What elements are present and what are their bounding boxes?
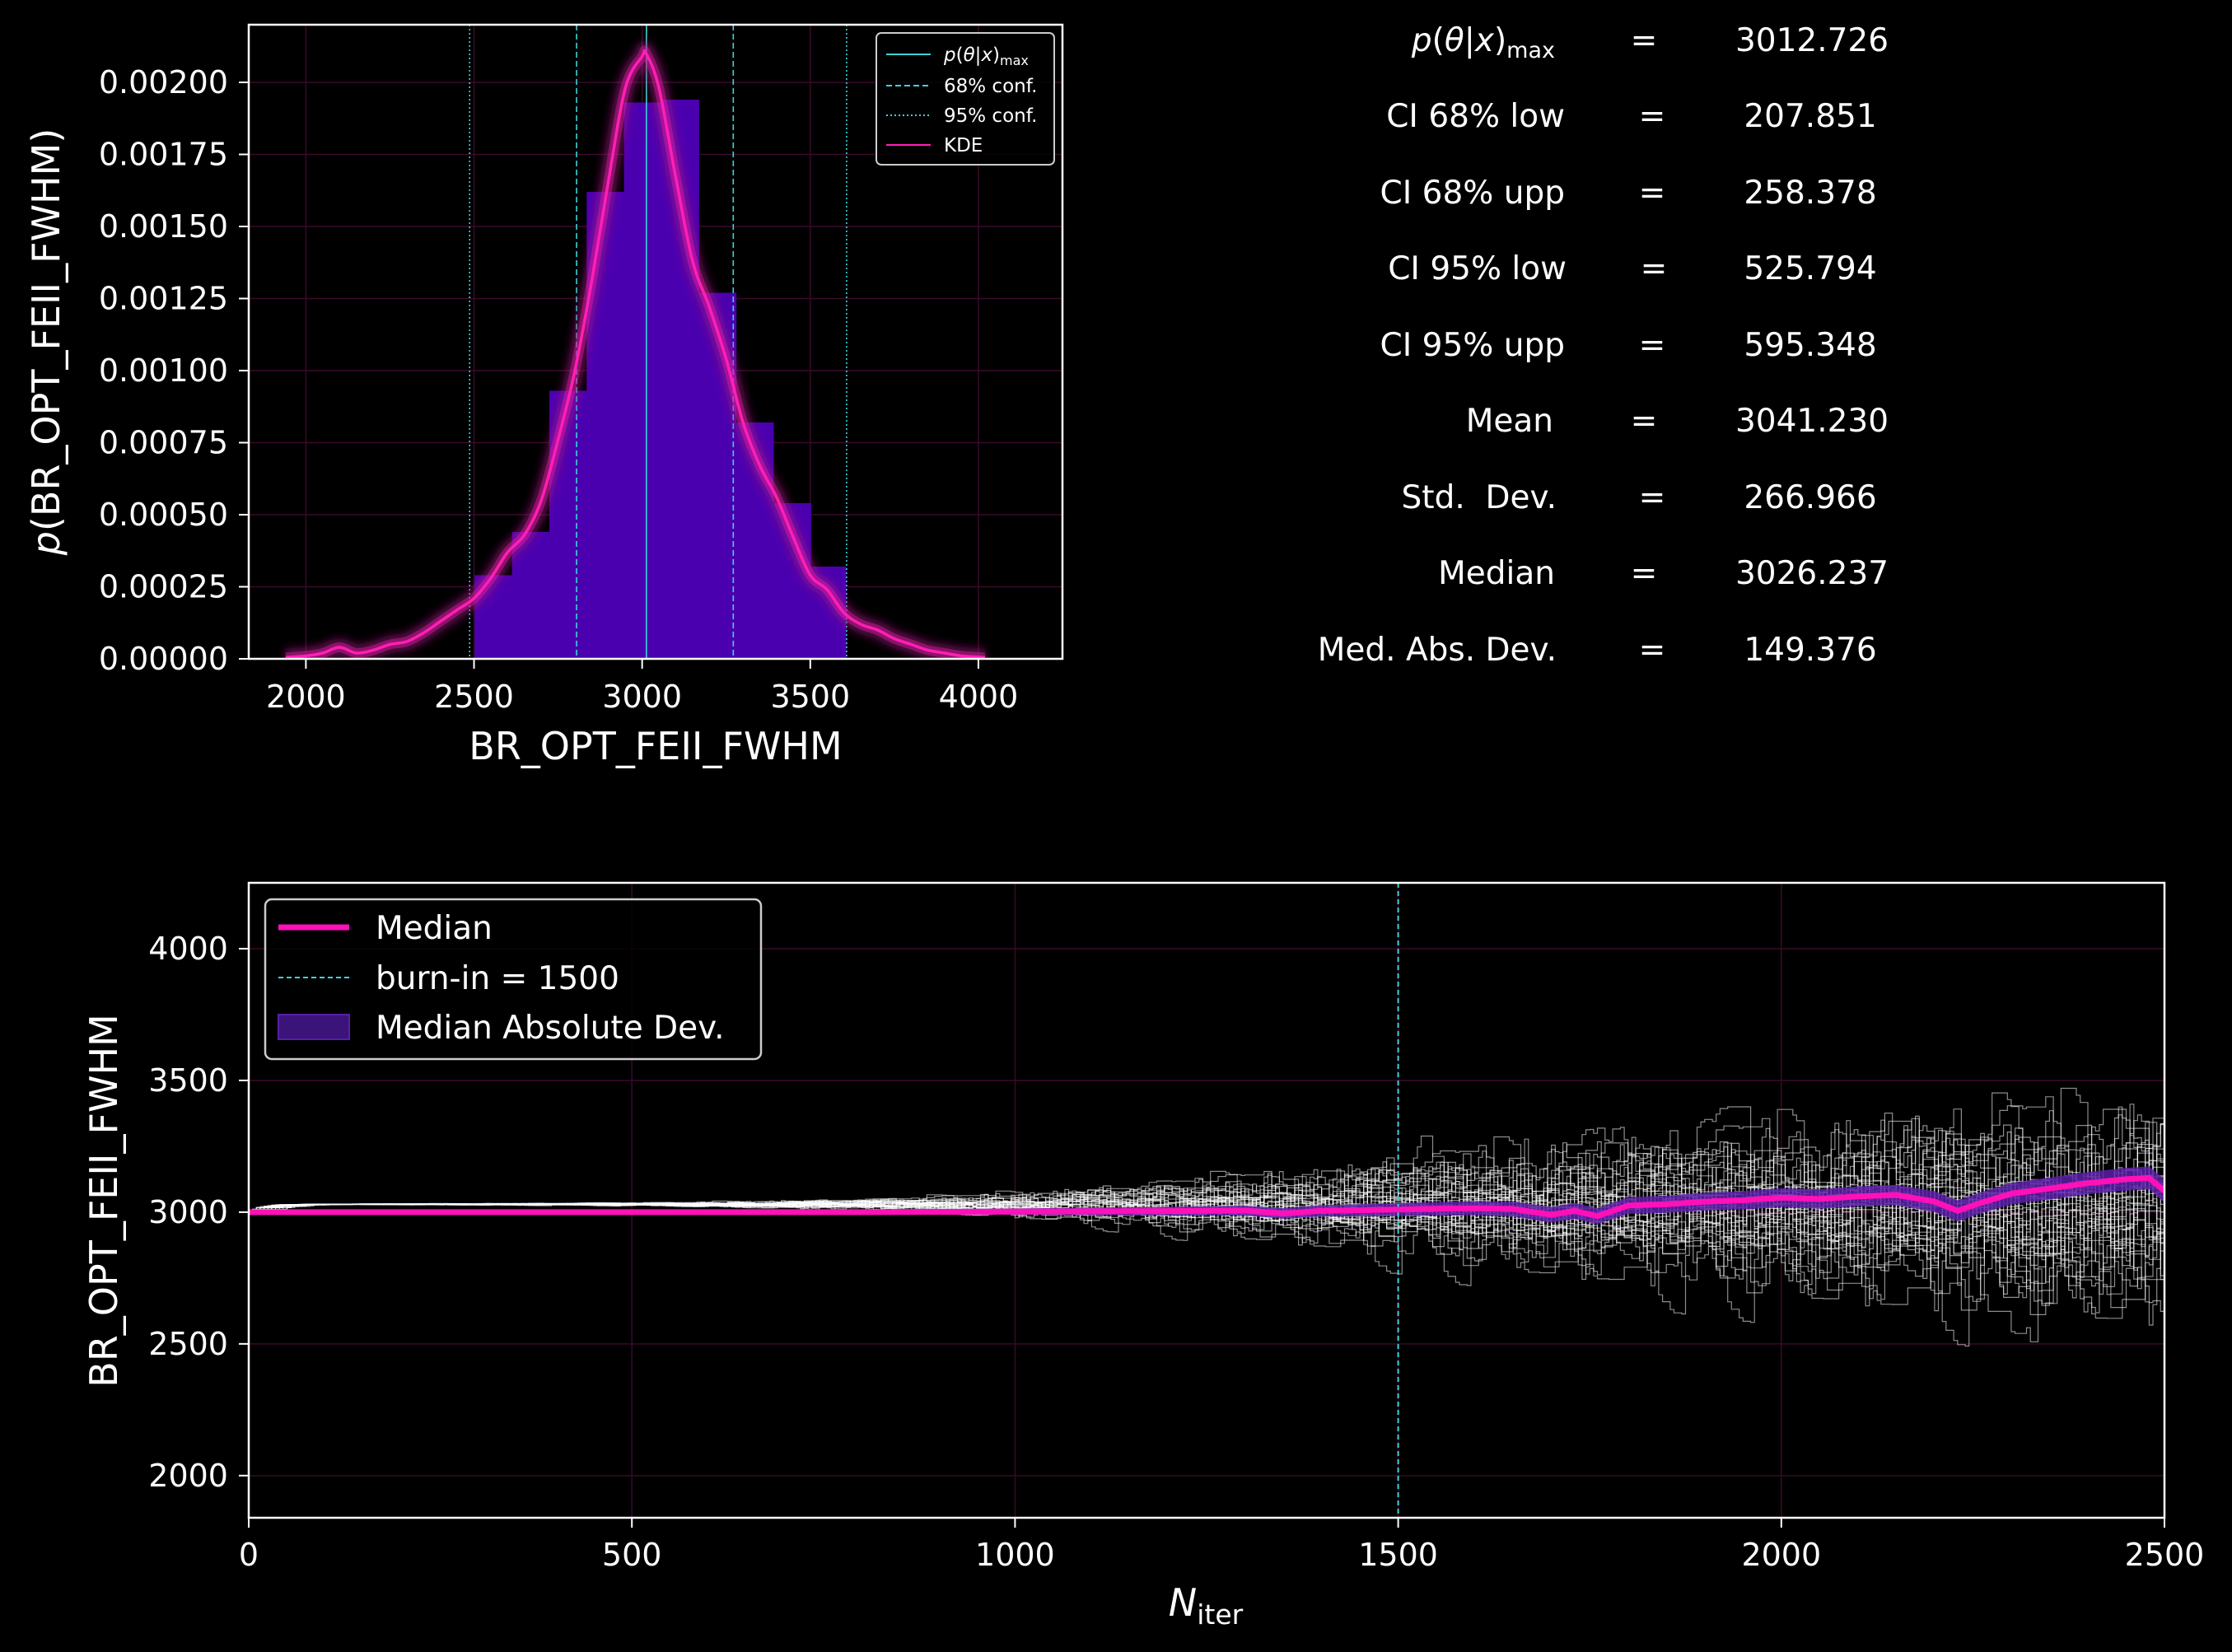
- x-tick-label: 3500: [770, 679, 850, 715]
- x-tick-label: 2000: [266, 679, 346, 715]
- stat-equals: =: [1639, 632, 1666, 669]
- histogram-bar: [623, 102, 662, 659]
- trace-x-ticks: 0 500 1000 1500 2000 2500: [239, 1518, 2204, 1573]
- trace-legend-frame: [264, 898, 763, 1061]
- stat-value-mean: 3041.230: [1735, 403, 1889, 440]
- kde-line: [285, 49, 986, 659]
- stat-row-pmax: p(θ|x)max = 3012.726: [1411, 22, 1889, 63]
- stat-equals: =: [1639, 479, 1666, 516]
- stat-label-median: Median: [1438, 555, 1555, 592]
- x-tick-label: 2000: [1741, 1537, 1821, 1573]
- y-tick-label: 0.00050: [99, 497, 228, 533]
- x-tick-label: 2500: [434, 679, 514, 715]
- stat-label-pmax: p(θ|x)max: [1411, 22, 1555, 63]
- stat-equals: =: [1641, 250, 1668, 287]
- stat-label-ci95-upp: CI 95% upp: [1380, 327, 1565, 364]
- y-tick-label: 0.00200: [99, 64, 228, 100]
- stat-equals: =: [1631, 22, 1658, 59]
- trace-legend: Median burn-in = 1500 Median Absolute De…: [264, 898, 763, 1061]
- histogram-axes-frame: [247, 23, 1064, 660]
- statistics-table: p(θ|x)max = 3012.726 CI 68% low = 207.85…: [1318, 22, 1889, 669]
- x-tick-label: 4000: [939, 679, 1019, 715]
- stat-value-median: 3026.237: [1735, 555, 1889, 592]
- stat-row-std-dev: Std. Dev. = 266.966: [1402, 479, 1877, 516]
- histogram-x-label: BR_OPT_FEII_FWHM: [469, 724, 842, 768]
- stat-label-std-dev: Std. Dev.: [1402, 479, 1557, 516]
- histogram-y-label: p(BR_OPT_FEII_FWHM): [24, 128, 68, 557]
- y-tick-label: 0.00000: [99, 641, 228, 677]
- y-tick-label: 0.00075: [99, 425, 228, 461]
- stat-value-ci68-upp: 258.378: [1744, 175, 1876, 212]
- legend-mad-label: Median Absolute Dev.: [376, 1010, 725, 1047]
- stat-value-ci95-upp: 595.348: [1744, 327, 1876, 364]
- stat-equals: =: [1639, 175, 1666, 212]
- histogram-legend-frame: [876, 32, 1055, 166]
- stat-row-median: Median = 3026.237: [1438, 555, 1889, 592]
- x-tick-label: 1000: [975, 1537, 1055, 1573]
- median-path: [249, 1174, 2164, 1220]
- y-tick-label: 2000: [148, 1458, 228, 1494]
- stat-label-ci68-low: CI 68% low: [1386, 98, 1565, 135]
- y-tick-label: 0.00150: [99, 208, 228, 245]
- legend-burnin-label: burn-in = 1500: [376, 960, 619, 997]
- y-tick-label: 3000: [148, 1194, 228, 1230]
- stat-equals: =: [1639, 98, 1666, 135]
- y-tick-label: 0.00100: [99, 352, 228, 389]
- y-tick-label: 3500: [148, 1062, 228, 1099]
- mad-band: [249, 1166, 2164, 1225]
- walker-chain: [249, 1114, 2164, 1295]
- x-tick-label: 1500: [1358, 1537, 1438, 1573]
- histogram-y-label-p: p: [24, 531, 68, 556]
- histogram-x-ticks: 2000 2500 3000 3500 4000: [266, 659, 1018, 715]
- x-tick-label: 500: [602, 1537, 662, 1573]
- trace-x-label: Niter: [1169, 1580, 1244, 1631]
- legend-kde-label: KDE: [944, 135, 983, 156]
- stat-row-mean: Mean = 3041.230: [1466, 403, 1889, 440]
- stat-row-ci68-upp: CI 68% upp = 258.378: [1380, 175, 1877, 212]
- histogram-y-ticks: 0.00000 0.00025 0.00050 0.00075 0.00100 0.001…: [99, 64, 249, 677]
- histogram-legend: p(θ|x)max 68% conf. 95% conf. KDE: [876, 32, 1055, 166]
- stat-value-mad: 149.376: [1744, 632, 1876, 669]
- y-tick-label: 2500: [148, 1326, 228, 1362]
- histogram-y-label-body: (BR_OPT_FEII_FWHM): [24, 128, 68, 531]
- y-tick-label: 0.00125: [99, 281, 228, 317]
- stat-value-ci95-low: 525.794: [1744, 250, 1876, 287]
- posterior-histogram-panel: 2000 2500 3000 3500 4000 0.000000.000250.000…: [24, 23, 1064, 768]
- legend-mad-swatch: [278, 1014, 350, 1040]
- trace-y-label: BR_OPT_FEII_FWHM: [82, 1014, 126, 1387]
- stat-label-ci68-upp: CI 68% upp: [1380, 175, 1565, 212]
- y-tick-label: 4000: [148, 931, 228, 967]
- stat-value-std-dev: 266.966: [1744, 479, 1876, 516]
- trace-y-ticks: 2000 2500 3000 3500 4000: [148, 931, 249, 1494]
- legend-conf95-label: 95% conf.: [944, 105, 1037, 127]
- stat-equals: =: [1639, 327, 1666, 364]
- stat-row-mad: Med. Abs. Dev. = 149.376: [1318, 632, 1877, 669]
- stat-label-ci95-low: CI 95% low: [1388, 250, 1567, 287]
- stat-value-pmax: 3012.726: [1735, 22, 1889, 59]
- chain-trace-panel: 0 500 1000 1500 2000 2500 2000 2500 3000 3500 400…: [82, 881, 2204, 1631]
- stat-label-mean: Mean: [1466, 403, 1553, 440]
- stat-equals: =: [1631, 403, 1658, 440]
- stat-value-ci68-low: 207.851: [1744, 98, 1876, 135]
- y-tick-label: 0.00025: [99, 569, 228, 605]
- x-tick-label: 2500: [2125, 1537, 2205, 1573]
- stat-label-mad: Med. Abs. Dev.: [1318, 632, 1557, 669]
- legend-median-label: Median: [376, 910, 493, 947]
- legend-conf68-label: 68% conf.: [944, 76, 1037, 97]
- x-tick-label: 0: [239, 1537, 259, 1573]
- stat-row-ci95-upp: CI 95% upp = 595.348: [1380, 327, 1877, 364]
- median-line: [249, 1174, 2164, 1220]
- median-absolute-dev-band: [249, 1166, 2164, 1225]
- stat-row-ci68-low: CI 68% low = 207.851: [1386, 98, 1876, 135]
- stat-equals: =: [1631, 555, 1658, 592]
- walker-chain: [249, 1108, 2164, 1304]
- trace-axes-frame: [247, 881, 2166, 1519]
- kde-curve: [285, 41, 986, 659]
- x-tick-label: 3000: [602, 679, 682, 715]
- stat-row-ci95-low: CI 95% low = 525.794: [1388, 250, 1876, 287]
- y-tick-label: 0.00175: [99, 137, 228, 173]
